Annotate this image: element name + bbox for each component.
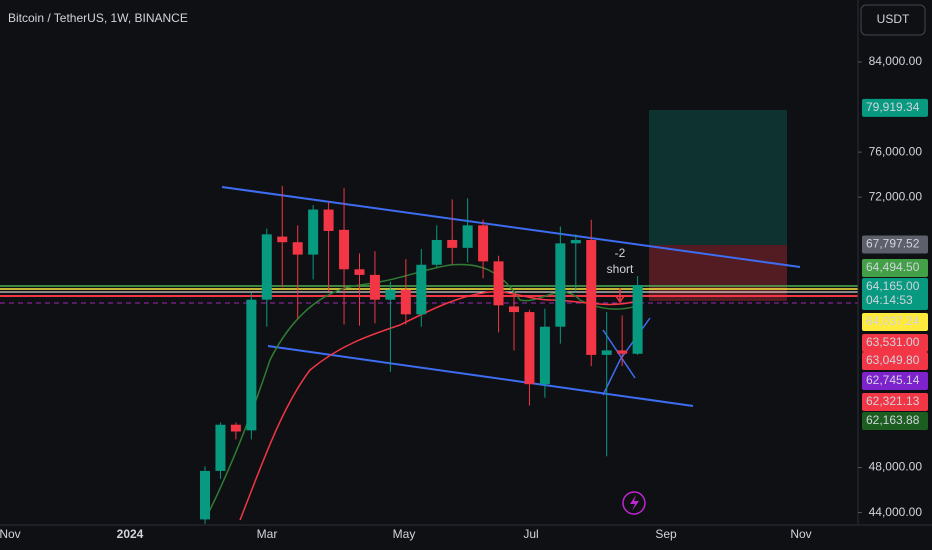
y-tick-label: 48,000.00 xyxy=(869,460,923,474)
candle-body xyxy=(277,236,288,243)
candle-body xyxy=(200,470,210,520)
event-icon-bolt xyxy=(630,495,639,511)
trend-line xyxy=(221,186,801,268)
candle-body xyxy=(323,209,334,231)
price-label: 62,321.13 xyxy=(866,394,920,408)
price-label-box xyxy=(862,334,928,352)
y-tick-label: 44,000.00 xyxy=(869,505,923,519)
x-tick-label: Sep xyxy=(655,527,677,541)
price-label: 64,494.50 xyxy=(866,260,920,274)
annotation-text: short xyxy=(607,262,634,276)
stop-zone xyxy=(649,245,787,301)
candle-body xyxy=(493,261,504,306)
candle-body xyxy=(524,312,535,385)
price-label-box xyxy=(862,393,928,411)
candle-body xyxy=(400,289,411,315)
x-tick-label: Nov xyxy=(0,527,21,541)
candle-body xyxy=(447,239,458,248)
candle-body xyxy=(555,243,566,327)
candle-body xyxy=(354,269,365,275)
price-label: 67,797.52 xyxy=(866,237,920,251)
candle-body xyxy=(462,225,473,248)
price-label-box xyxy=(862,98,928,117)
price-label: 64,037.24 xyxy=(866,314,920,328)
candle-body xyxy=(601,350,612,355)
candle-body xyxy=(246,299,257,431)
price-label-box xyxy=(862,372,928,390)
candle-body xyxy=(416,264,427,315)
x-tick-label: Mar xyxy=(257,527,278,541)
chart-title: Bitcoin / TetherUS, 1W, BINANCE xyxy=(8,11,188,25)
x-tick-label: Jul xyxy=(523,527,538,541)
candle-body xyxy=(230,424,241,432)
x-tick-label: Nov xyxy=(790,527,811,541)
event-icon[interactable] xyxy=(622,491,646,515)
price-label: 62,163.88 xyxy=(866,413,920,427)
currency-label: USDT xyxy=(877,12,910,26)
drawing xyxy=(602,329,636,379)
price-label-box xyxy=(862,235,928,254)
candle-body xyxy=(570,239,581,244)
price-label-box xyxy=(862,278,928,310)
price-label: 62,745.14 xyxy=(866,373,920,387)
price-label: 63,531.00 xyxy=(866,335,920,349)
candle-body xyxy=(339,229,350,270)
candle-body xyxy=(292,242,303,255)
candle-body xyxy=(478,225,489,262)
candle-body xyxy=(215,424,226,471)
price-label: 63,049.80 xyxy=(866,353,920,367)
signal-arrow xyxy=(615,288,625,304)
x-tick-label: 2024 xyxy=(117,527,144,541)
candle-body xyxy=(509,306,519,313)
price-label-box xyxy=(862,259,928,277)
candle-body xyxy=(385,289,396,300)
trend-line xyxy=(267,345,694,407)
candle-body xyxy=(539,326,550,385)
annotation-count: -2 xyxy=(615,246,626,260)
price-label-box xyxy=(862,412,928,430)
currency-button[interactable] xyxy=(860,4,926,36)
candle-body xyxy=(632,285,643,354)
y-tick-label: 84,000.00 xyxy=(869,54,923,68)
y-tick-label: 72,000.00 xyxy=(869,189,923,203)
candle-body xyxy=(617,350,628,354)
candle-body xyxy=(308,209,319,255)
candle-body xyxy=(586,239,597,355)
price-label-box xyxy=(862,352,928,370)
x-tick-label: May xyxy=(393,527,416,541)
candle-body xyxy=(261,234,272,300)
countdown: 04:14:53 xyxy=(866,293,913,307)
price-label: 64,165.00 xyxy=(866,279,920,293)
candles xyxy=(200,185,643,524)
price-label: 79,919.34 xyxy=(866,100,920,114)
candle-body xyxy=(369,274,380,300)
target-zone xyxy=(649,110,787,245)
candle-body xyxy=(431,239,442,265)
price-label-box xyxy=(862,313,928,331)
y-tick-label: 76,000.00 xyxy=(869,144,923,158)
